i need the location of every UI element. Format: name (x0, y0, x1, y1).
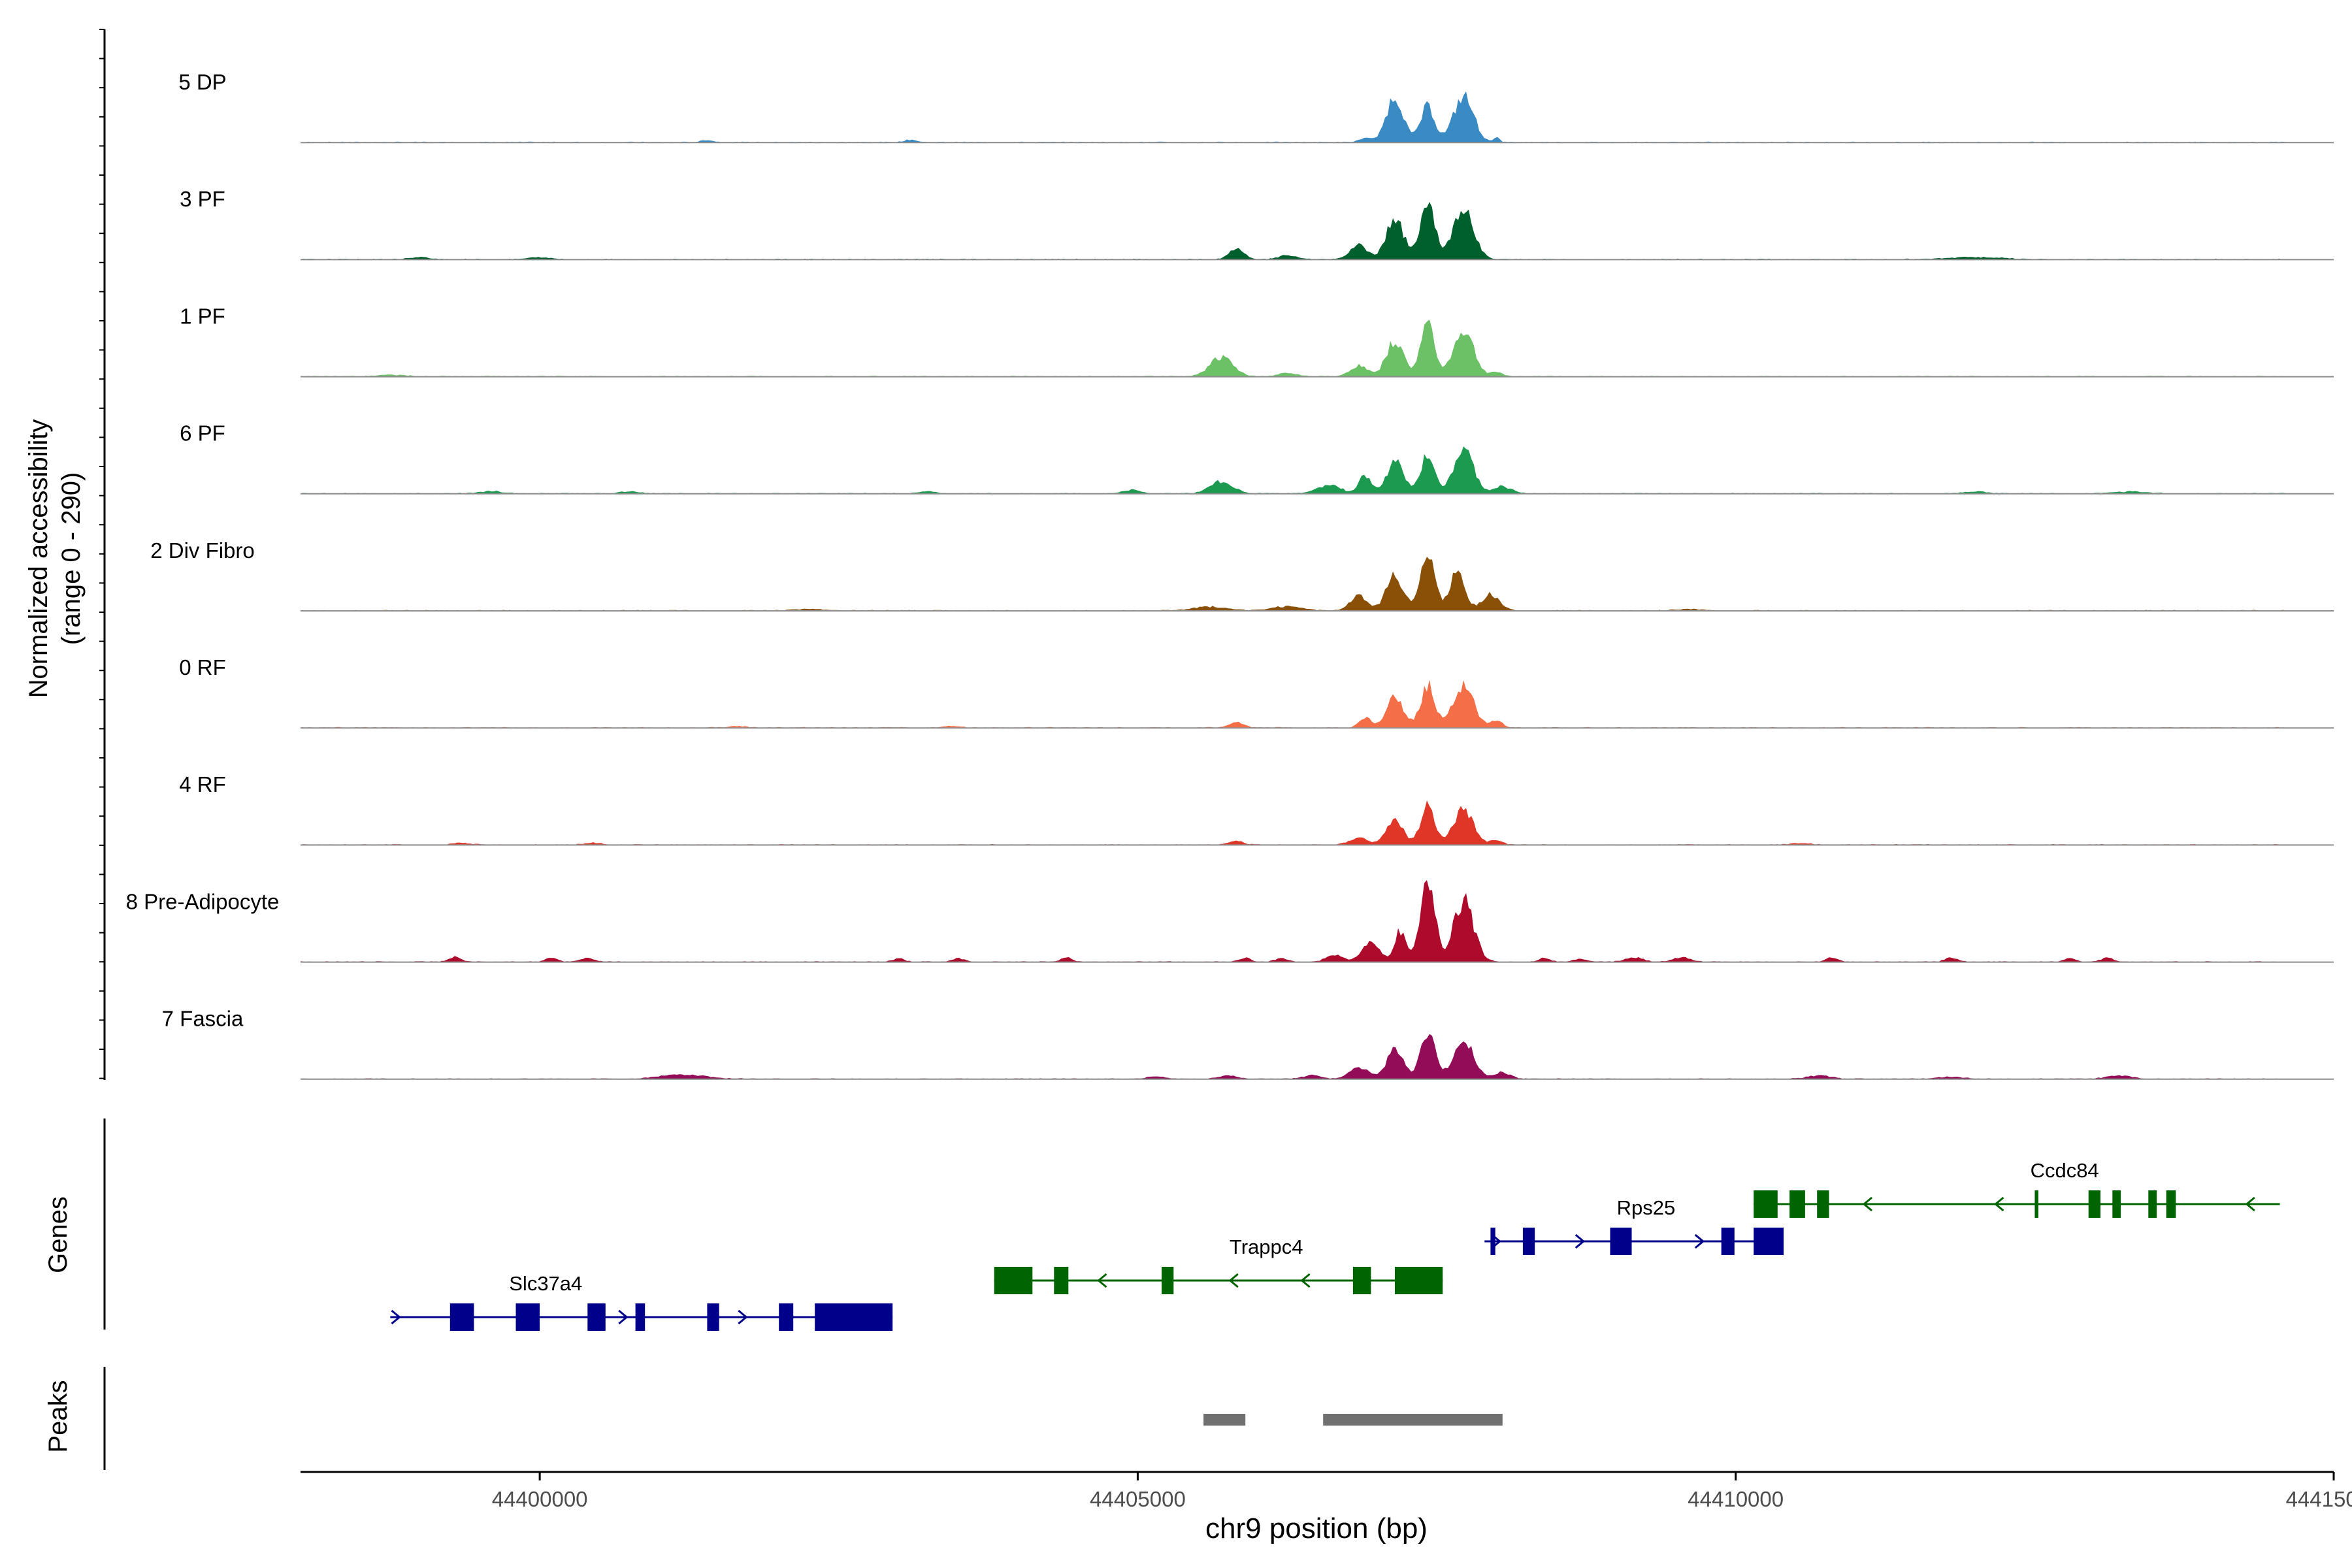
gene-exon (1522, 1228, 1535, 1255)
track-signal (301, 319, 2286, 377)
genes-axis-label: Genes (44, 1196, 73, 1273)
track-0-rf: 0 RF (179, 655, 2334, 729)
track-4-rf: 4 RF (179, 772, 2334, 846)
peak-track (1203, 1414, 1503, 1426)
strand-arrow (391, 1309, 401, 1325)
track-1-pf: 1 PF (180, 304, 2334, 378)
gene-rps25: Rps25 (1484, 1196, 1784, 1255)
x-tick-label: 44410000 (1688, 1487, 1784, 1511)
gene-exon (994, 1267, 1033, 1294)
track-label: 8 Pre-Adipocyte (126, 889, 280, 913)
gene-label: Ccdc84 (2031, 1159, 2099, 1182)
gene-exon (1490, 1228, 1495, 1255)
x-axis-label: chr9 position (bp) (1205, 1512, 1428, 1544)
strand-arrow (1862, 1196, 1873, 1212)
gene-exon (515, 1303, 540, 1331)
track-signal (301, 557, 2286, 611)
strand-arrow (618, 1309, 629, 1325)
gene-exon (2166, 1190, 2176, 1218)
gene-exon (2034, 1190, 2038, 1218)
gene-exon (449, 1303, 474, 1331)
strand-arrow (738, 1309, 748, 1325)
track-7-fascia: 7 Fascia (162, 1007, 2334, 1080)
strand-arrow (1300, 1273, 1311, 1288)
gene-trappc4: Trappc4 (994, 1235, 1443, 1294)
gene-ccdc84: Ccdc84 (1754, 1159, 2280, 1218)
x-axis-ticks: 44400000 44405000 44410000 44415000 (492, 1472, 2352, 1511)
strand-arrow (1491, 1233, 1501, 1249)
x-tick-label: 44400000 (492, 1487, 588, 1511)
gene-exon (587, 1303, 606, 1331)
gene-exon (1610, 1228, 1632, 1255)
gene-exon (2112, 1190, 2121, 1218)
track-label: 6 PF (180, 421, 225, 446)
strand-arrow (1228, 1273, 1239, 1288)
strand-arrow (1694, 1233, 1705, 1249)
gene-exon (1162, 1267, 1174, 1294)
gene-exon (2088, 1190, 2100, 1218)
track-label: 5 DP (178, 70, 226, 94)
track-8-pre-adipocyte: 8 Pre-Adipocyte (126, 880, 2334, 963)
gene-exon (1395, 1267, 1443, 1294)
gene-exon (1754, 1228, 1784, 1255)
track-signal (301, 800, 2286, 845)
x-tick-label: 44415000 (2286, 1487, 2352, 1511)
track-label: 4 RF (179, 772, 226, 796)
track-5-dp: 5 DP (178, 70, 2334, 144)
track-signal (301, 1034, 2286, 1079)
gene-exon (635, 1303, 645, 1331)
strand-arrow (1575, 1233, 1586, 1249)
x-tick-label: 44405000 (1090, 1487, 1186, 1511)
gene-label: Trappc4 (1230, 1235, 1303, 1258)
gene-track: Slc37a4 Trappc4 Rps25 Ccdc84 (390, 1159, 2280, 1331)
track-signal (301, 679, 2286, 728)
track-label: 2 Div Fibro (150, 538, 255, 563)
strand-arrow (1994, 1196, 2004, 1212)
gene-exon (1352, 1267, 1371, 1294)
peak-region (1203, 1414, 1246, 1426)
gene-exon (707, 1303, 719, 1331)
strand-arrow (2245, 1196, 2255, 1212)
track-label: 1 PF (180, 304, 225, 328)
gene-exon (779, 1303, 794, 1331)
peaks-axis-label: Peaks (44, 1380, 73, 1452)
coverage-y-ticks (99, 29, 105, 1079)
track-2-div-fibro: 2 Div Fibro (150, 538, 2334, 612)
gene-exon (2148, 1190, 2157, 1218)
y-axis-label: Normalized accessibility (24, 419, 53, 698)
track-label: 7 Fascia (162, 1007, 244, 1031)
track-3-pf: 3 PF (180, 187, 2334, 261)
strand-arrow (522, 1309, 533, 1325)
y-axis-range-label: (range 0 - 290) (57, 472, 86, 645)
track-label: 3 PF (180, 187, 225, 211)
gene-exon (815, 1303, 893, 1331)
track-signal (301, 880, 2286, 962)
peak-region (1323, 1414, 1503, 1426)
strand-arrow (1097, 1273, 1107, 1288)
gene-exon (1817, 1190, 1829, 1218)
track-signal (301, 446, 2286, 494)
track-signal (301, 202, 2286, 260)
coverage-tracks: 5 DP 3 PF 1 PF 6 PF 2 Div Fibro 0 RF 4 RF 8 Pre… (126, 70, 2334, 1080)
track-6-pf: 6 PF (180, 421, 2334, 495)
track-label: 0 RF (179, 655, 226, 679)
gene-exon (1054, 1267, 1069, 1294)
track-signal (301, 91, 2286, 143)
gene-exon (1721, 1228, 1735, 1255)
gene-label: Rps25 (1617, 1196, 1676, 1219)
gene-exon (1789, 1190, 1805, 1218)
gene-exon (1754, 1190, 1778, 1218)
gene-label: Slc37a4 (509, 1272, 582, 1295)
gene-slc37a4: Slc37a4 (390, 1272, 893, 1331)
